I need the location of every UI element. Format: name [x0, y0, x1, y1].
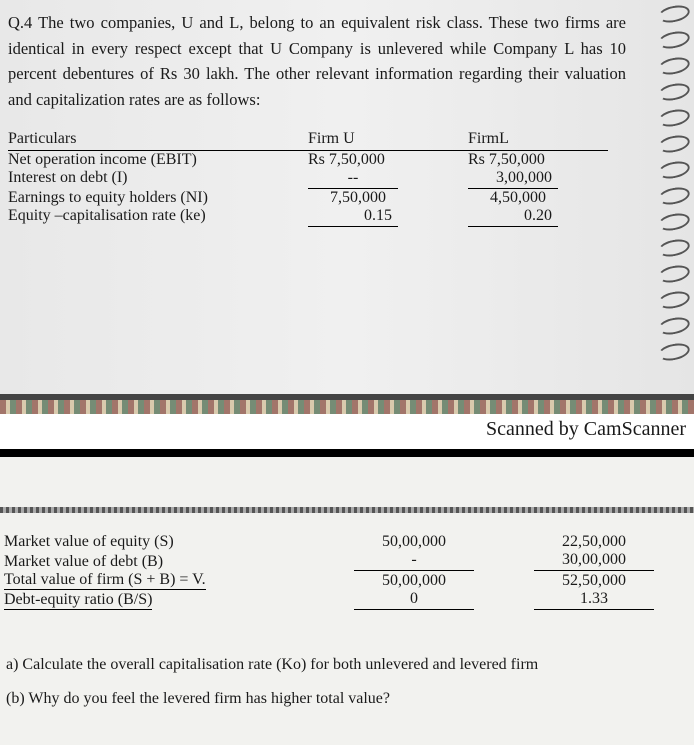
table-row: Net operation income (EBIT) Rs 7,50,000 …	[8, 151, 608, 169]
table-market-value: Market value of equity (S) 50,00,000 22,…	[4, 533, 690, 610]
row-label: Market value of equity (S)	[4, 533, 314, 551]
header-firm-l: FirmL	[468, 130, 608, 151]
row-label: Net operation income (EBIT)	[8, 151, 308, 169]
table-row: Market value of equity (S) 50,00,000 22,…	[4, 533, 690, 551]
row-label: Debt-equity ratio (B/S)	[4, 591, 314, 610]
page-divider	[0, 449, 694, 457]
table-valuation: Particulars Firm U FirmL Net operation i…	[8, 130, 608, 227]
sub-questions: a) Calculate the overall capitalisation …	[0, 630, 694, 725]
table-row: Earnings to equity holders (NI) 7,50,000…	[8, 189, 608, 207]
row-value-l: 30,00,000	[514, 551, 674, 571]
table-row: Total value of firm (S + B) = V. 50,00,0…	[4, 571, 690, 590]
row-label: Interest on debt (I)	[8, 169, 308, 189]
sub-question-a: a) Calculate the overall capitalisation …	[6, 648, 684, 682]
row-value-l: 52,50,000	[514, 572, 674, 590]
table-header-row: Particulars Firm U FirmL	[8, 130, 608, 151]
row-value-u: 50,00,000	[314, 572, 514, 590]
scanned-by-watermark: Scanned by CamScanner	[0, 414, 694, 449]
header-firm-u: Firm U	[308, 130, 468, 151]
question-prefix: Q.4	[8, 13, 32, 32]
row-value-l: 1.33	[514, 590, 674, 610]
row-value-u: 0	[314, 590, 514, 610]
page-edge-decoration	[0, 400, 694, 414]
table-row: Debt-equity ratio (B/S) 0 1.33	[4, 590, 690, 610]
row-value-u: 7,50,000	[308, 189, 398, 207]
row-value-l: 0.20	[468, 207, 608, 227]
row-value-l: 4,50,000	[468, 189, 558, 207]
question-text: Q.4 The two companies, U and L, belong t…	[8, 10, 686, 112]
table-row: Equity –capitalisation rate (ke) 0.15 0.…	[8, 207, 608, 227]
page-edge-top	[0, 507, 694, 513]
table-row: Interest on debt (I) -- 3,00,000	[8, 169, 608, 189]
row-value-u: --	[308, 169, 468, 189]
page-top-scan: Q.4 The two companies, U and L, belong t…	[0, 0, 694, 400]
row-value-u: -	[314, 551, 514, 571]
row-label: Equity –capitalisation rate (ke)	[8, 207, 308, 227]
sub-question-b: (b) Why do you feel the levered firm has…	[6, 682, 684, 716]
row-value-u: 50,00,000	[314, 533, 514, 551]
header-particulars: Particulars	[8, 130, 308, 151]
question-body: The two companies, U and L, belong to an…	[8, 13, 626, 109]
row-label: Earnings to equity holders (NI)	[8, 189, 308, 207]
row-value-l: 22,50,000	[514, 533, 674, 551]
table-row: Market value of debt (B) - 30,00,000	[4, 551, 690, 571]
row-value-l: Rs 7,50,000	[468, 151, 608, 169]
row-value-u: 0.15	[308, 207, 468, 227]
row-value-l: 3,00,000	[468, 169, 608, 189]
spiral-binding	[634, 0, 694, 380]
page-bottom-scan: Market value of equity (S) 50,00,000 22,…	[0, 457, 694, 745]
row-label: Total value of firm (S + B) = V.	[4, 571, 314, 590]
row-label: Market value of debt (B)	[4, 553, 314, 571]
row-value-u: Rs 7,50,000	[308, 151, 468, 169]
